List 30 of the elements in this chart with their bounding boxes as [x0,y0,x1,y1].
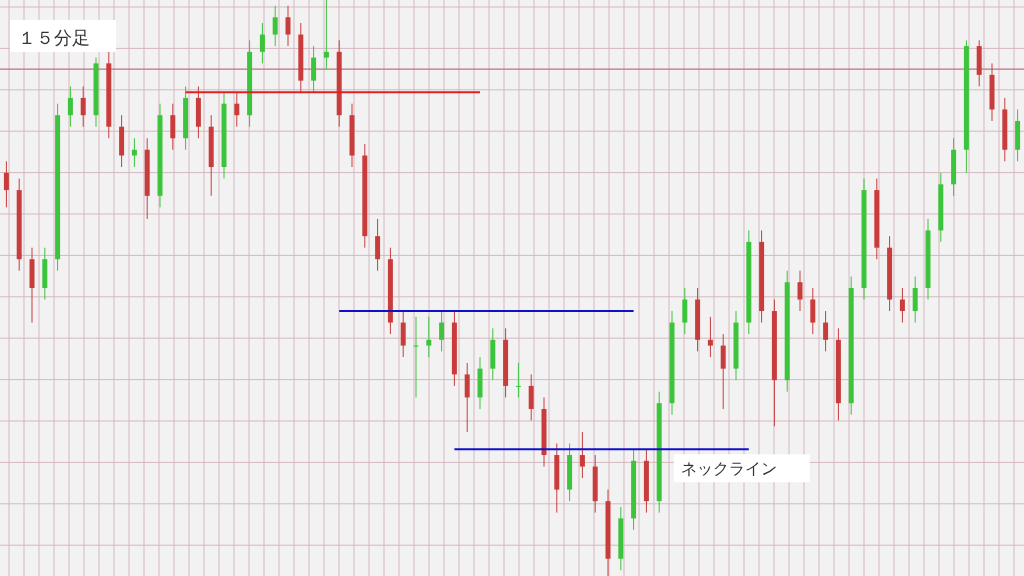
candlestick [682,287,688,335]
candlestick [464,362,470,433]
candlestick [413,316,419,398]
candlestick [528,373,534,421]
candlestick [400,310,406,358]
candlestick [170,103,176,151]
candlestick [439,310,445,352]
candlestick [579,431,585,479]
candlestick [912,275,918,324]
candlestick [67,85,73,128]
series-label: ネックライン [680,459,777,479]
candlestick [272,5,278,47]
candlestick [131,137,137,168]
candlestick [515,362,521,398]
candlestick [810,287,816,335]
candlestick [426,316,432,358]
candlestick [311,45,317,93]
text: １５分足 [18,27,90,48]
candlestick [899,287,905,324]
candlestick [720,333,726,410]
candlestick [259,22,265,64]
candlestick [797,270,803,312]
candlestick [323,0,329,70]
candlestick [80,85,86,128]
candlestick [823,310,829,352]
candlestick [3,160,9,208]
candlestick [707,316,713,358]
candlestick [375,218,381,272]
candlestick [285,5,291,47]
candlestick [234,91,240,128]
